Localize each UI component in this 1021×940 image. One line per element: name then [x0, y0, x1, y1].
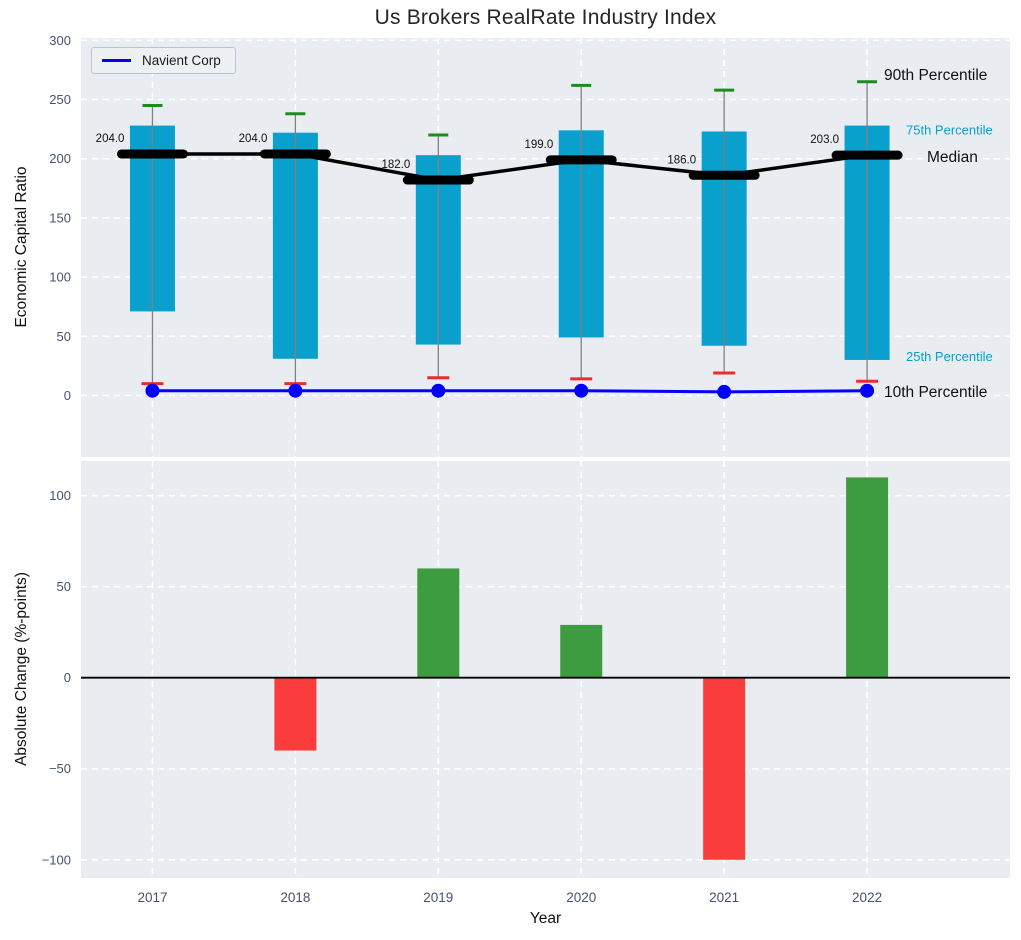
company-point [288, 383, 303, 398]
top-y-tick-label: 100 [49, 270, 71, 285]
x-tick-label: 2021 [709, 890, 739, 905]
bottom-y-tick-label: 0 [64, 670, 71, 685]
company-point [717, 384, 732, 399]
company-point [145, 383, 160, 398]
legend: Navient Corp [91, 47, 236, 74]
company-point [860, 383, 875, 398]
top-y-tick-label: 300 [49, 33, 71, 48]
bottom-y-tick-label: −100 [42, 852, 71, 867]
median-value-label: 199.0 [524, 139, 553, 151]
y-axis-label-bottom: Absolute Change (%-points) [13, 572, 30, 766]
legend-line-swatch [102, 59, 131, 62]
x-tick-label: 2018 [280, 890, 310, 905]
annotation-p90: 90th Percentile [884, 67, 987, 84]
company-point [431, 383, 446, 398]
y-axis-label-top: Economic Capital Ratio [13, 166, 30, 328]
bottom-y-tick-label: 100 [49, 488, 71, 503]
x-tick-label: 2020 [566, 890, 596, 905]
change-bar [274, 677, 317, 751]
bottom-y-tick-label: −50 [49, 761, 71, 776]
x-tick-label: 2022 [852, 890, 882, 905]
bottom-y-tick-label: 50 [57, 579, 71, 594]
x-axis-label: Year [529, 910, 562, 927]
legend-label: Navient Corp [142, 53, 221, 68]
x-tick-label: 2017 [137, 890, 167, 905]
annotation-median: Median [927, 149, 978, 166]
top-y-tick-label: 150 [49, 210, 71, 225]
annotation-p10: 10th Percentile [884, 384, 987, 401]
median-value-label: 203.0 [810, 134, 839, 146]
change-bar [703, 677, 746, 860]
top-y-tick-label: 200 [49, 151, 71, 166]
company-point [574, 383, 589, 398]
top-y-tick-label: 0 [64, 388, 71, 403]
top-y-tick-label: 250 [49, 92, 71, 107]
median-value-label: 182.0 [382, 159, 411, 171]
median-value-label: 186.0 [667, 154, 696, 166]
median-value-label: 204.0 [96, 133, 125, 145]
change-bar [846, 477, 889, 678]
annotation-p25: 25th Percentile [906, 349, 993, 364]
change-bar [417, 568, 460, 678]
median-value-label: 204.0 [239, 133, 268, 145]
annotation-p75: 75th Percentile [906, 123, 993, 138]
x-tick-label: 2019 [423, 890, 453, 905]
chart-title: Us Brokers RealRate Industry Index [374, 6, 717, 29]
top-y-tick-label: 50 [57, 329, 71, 344]
change-bar [560, 624, 603, 678]
company-line [152, 389, 868, 394]
